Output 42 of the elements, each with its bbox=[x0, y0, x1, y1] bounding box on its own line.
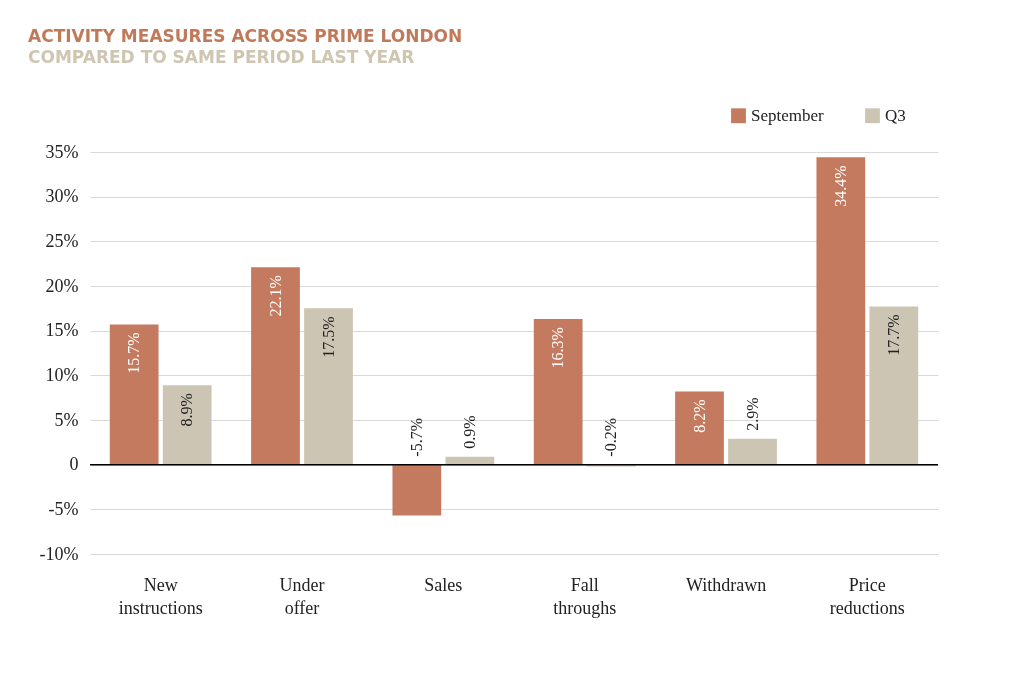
legend-label: Q3 bbox=[885, 105, 906, 125]
legend-label: September bbox=[751, 105, 825, 125]
chart-subtitle: COMPARED TO SAME PERIOD LAST YEAR bbox=[28, 47, 415, 67]
bar bbox=[109, 324, 159, 465]
y-tick-label: 5% bbox=[54, 409, 79, 430]
bar bbox=[533, 319, 583, 465]
data-label: 0.9% bbox=[460, 415, 478, 449]
data-label: 8.2% bbox=[690, 399, 708, 433]
bar bbox=[304, 308, 353, 465]
data-label: 17.5% bbox=[319, 316, 337, 358]
bar bbox=[251, 267, 300, 465]
bar bbox=[816, 157, 866, 465]
data-label: 34.4% bbox=[831, 165, 849, 207]
data-label: 8.9% bbox=[178, 393, 196, 427]
y-tick-label: 0 bbox=[69, 454, 79, 475]
data-label: -5.7% bbox=[407, 418, 425, 457]
y-tick-label: 10% bbox=[45, 364, 79, 385]
x-tick-label: Sales bbox=[424, 574, 463, 595]
x-tick-label: New instructions bbox=[118, 574, 203, 618]
bar bbox=[728, 438, 777, 465]
x-tick-label: Fall throughs bbox=[553, 574, 617, 618]
y-tick-label: 30% bbox=[45, 186, 79, 207]
y-tick-label: 25% bbox=[45, 230, 79, 251]
data-label: 2.9% bbox=[743, 397, 761, 431]
y-tick-label: 35% bbox=[45, 141, 79, 162]
y-tick-label: -5% bbox=[48, 498, 79, 519]
x-tick-label: Price reductions bbox=[829, 574, 905, 618]
x-tick-label: Withdrawn bbox=[685, 574, 767, 595]
data-label: 15.7% bbox=[125, 332, 143, 374]
bar bbox=[162, 385, 212, 465]
y-tick-label: -10% bbox=[39, 543, 79, 564]
bar bbox=[392, 464, 442, 516]
data-label: 22.1% bbox=[266, 275, 284, 317]
chart-title: ACTIVITY MEASURES ACROSS PRIME LONDON bbox=[28, 26, 463, 46]
data-label: 16.3% bbox=[549, 327, 567, 369]
x-tick-label: Under offer bbox=[279, 574, 325, 618]
data-label: 17.7% bbox=[884, 314, 902, 356]
y-tick-label: 20% bbox=[45, 275, 79, 296]
data-label: -0.2% bbox=[602, 418, 620, 457]
y-tick-label: 15% bbox=[45, 320, 79, 341]
bar bbox=[869, 306, 919, 465]
bar bbox=[675, 391, 724, 465]
